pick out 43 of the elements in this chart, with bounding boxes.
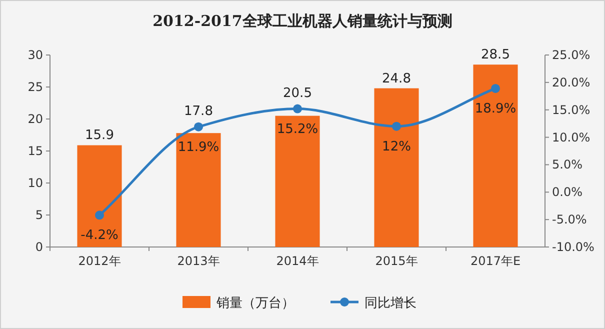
point xyxy=(392,122,401,131)
data-label: 15.2% xyxy=(276,122,318,137)
y2-tick-label: 0.0% xyxy=(552,185,582,200)
y-tick-label: 5 xyxy=(35,208,43,222)
bar xyxy=(77,145,122,247)
y-tick-label: 15 xyxy=(28,144,43,158)
y2-tick-label: 10.0% xyxy=(552,130,590,144)
y2-tick-label: -10.0% xyxy=(552,240,594,254)
legend-label: 销量（万台） xyxy=(216,296,294,311)
data-label: 11.9% xyxy=(178,140,220,155)
y-tick-label: 0 xyxy=(35,240,43,254)
y-tick-label: 30 xyxy=(28,48,43,62)
point xyxy=(194,122,203,132)
y2-tick-label: 15.0% xyxy=(552,102,590,117)
data-label: 28.5 xyxy=(481,48,510,63)
point xyxy=(293,104,302,114)
y2-tick-label: 25.0% xyxy=(552,48,590,62)
chart-title: 2012-2017全球工业机器人销量统计与预测 xyxy=(152,12,452,30)
data-label: 20.5 xyxy=(283,86,312,101)
point xyxy=(491,84,500,93)
y2-tick-label: 20.0% xyxy=(552,75,590,90)
point xyxy=(95,210,104,220)
bar xyxy=(176,133,221,247)
bar xyxy=(275,116,320,247)
data-label: 15.9 xyxy=(85,128,114,144)
bar xyxy=(473,64,518,247)
data-label: 12% xyxy=(382,139,411,154)
bar xyxy=(374,88,419,247)
data-label: -4.2% xyxy=(80,228,118,244)
x-tick-label: 2015年 xyxy=(375,254,418,268)
x-tick-label: 2014年 xyxy=(276,254,319,268)
data-label: 17.8 xyxy=(184,104,213,119)
x-tick-label: 2017年E xyxy=(470,254,521,268)
x-tick-label: 2012年 xyxy=(78,254,121,268)
y-tick-label: 25 xyxy=(28,80,43,94)
y2-tick-label: -5.0% xyxy=(552,212,587,227)
data-label: 18.9% xyxy=(474,101,516,116)
data-label: 24.8 xyxy=(382,71,411,86)
x-tick-label: 2013年 xyxy=(177,254,220,268)
y-tick-label: 10 xyxy=(28,176,43,190)
legend-label: 同比增长 xyxy=(364,296,416,311)
y2-tick-label: 5.0% xyxy=(552,158,582,172)
y-tick-label: 20 xyxy=(28,112,43,126)
